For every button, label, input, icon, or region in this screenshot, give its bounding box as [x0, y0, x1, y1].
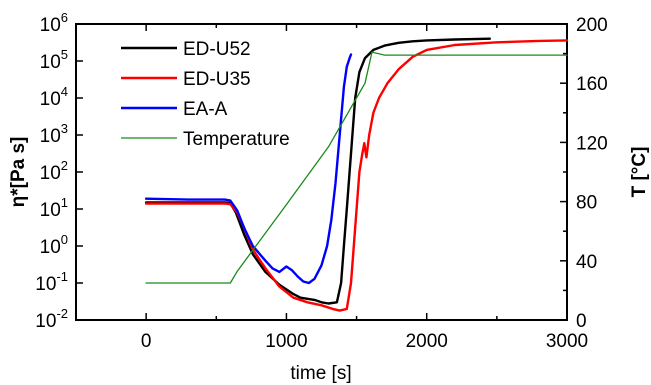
- y-left-tick-label: 106: [40, 10, 68, 36]
- x-tick-label: 1000: [265, 331, 307, 352]
- y-right-axis-title: T [°C]: [629, 147, 650, 198]
- y-left-axis-title: η*[Pa s]: [8, 137, 29, 208]
- series-layer: [144, 37, 569, 312]
- y-right-tick-label: 0: [576, 311, 587, 332]
- series-line-temperature: [145, 51, 568, 284]
- y-left-tick-label: 105: [40, 47, 68, 73]
- y-right-tick-label: 120: [576, 133, 608, 154]
- y-left-tick-label: 101: [40, 195, 68, 221]
- series-line-ea-a: [144, 53, 353, 285]
- x-axis-title: time [s]: [290, 363, 351, 384]
- x-tick-label: 2000: [406, 331, 448, 352]
- x-tick-label: 0: [141, 331, 152, 352]
- ticks-layer: 0 1000 2000 300010-210-11001011021031041051…: [35, 10, 607, 352]
- y-right-tick-label: 200: [576, 15, 608, 36]
- y-left-tick-label: 103: [40, 121, 68, 147]
- y-left-tick-label: 10-1: [35, 269, 68, 295]
- y-right-tick-label: 160: [576, 74, 608, 95]
- x-tick-label: 3000: [546, 331, 588, 352]
- legend-label-ed-u52: ED-U52: [183, 39, 251, 60]
- series-line-ed-u52: [144, 37, 491, 305]
- legend-label-temperature: Temperature: [183, 129, 290, 150]
- legend-label-ea-a: EA-A: [183, 99, 228, 120]
- y-right-tick-label: 40: [576, 252, 597, 273]
- legend-label-ed-u35: ED-U35: [183, 69, 251, 90]
- legend: ED-U52 ED-U35 EA-A Temperature: [121, 39, 290, 150]
- y-left-tick-label: 10-2: [35, 306, 68, 332]
- y-left-tick-label: 104: [40, 84, 68, 110]
- y-right-tick-label: 80: [576, 193, 597, 214]
- y-left-tick-label: 102: [40, 158, 68, 184]
- y-left-tick-label: 100: [40, 232, 68, 258]
- plot-frame: [75, 23, 568, 321]
